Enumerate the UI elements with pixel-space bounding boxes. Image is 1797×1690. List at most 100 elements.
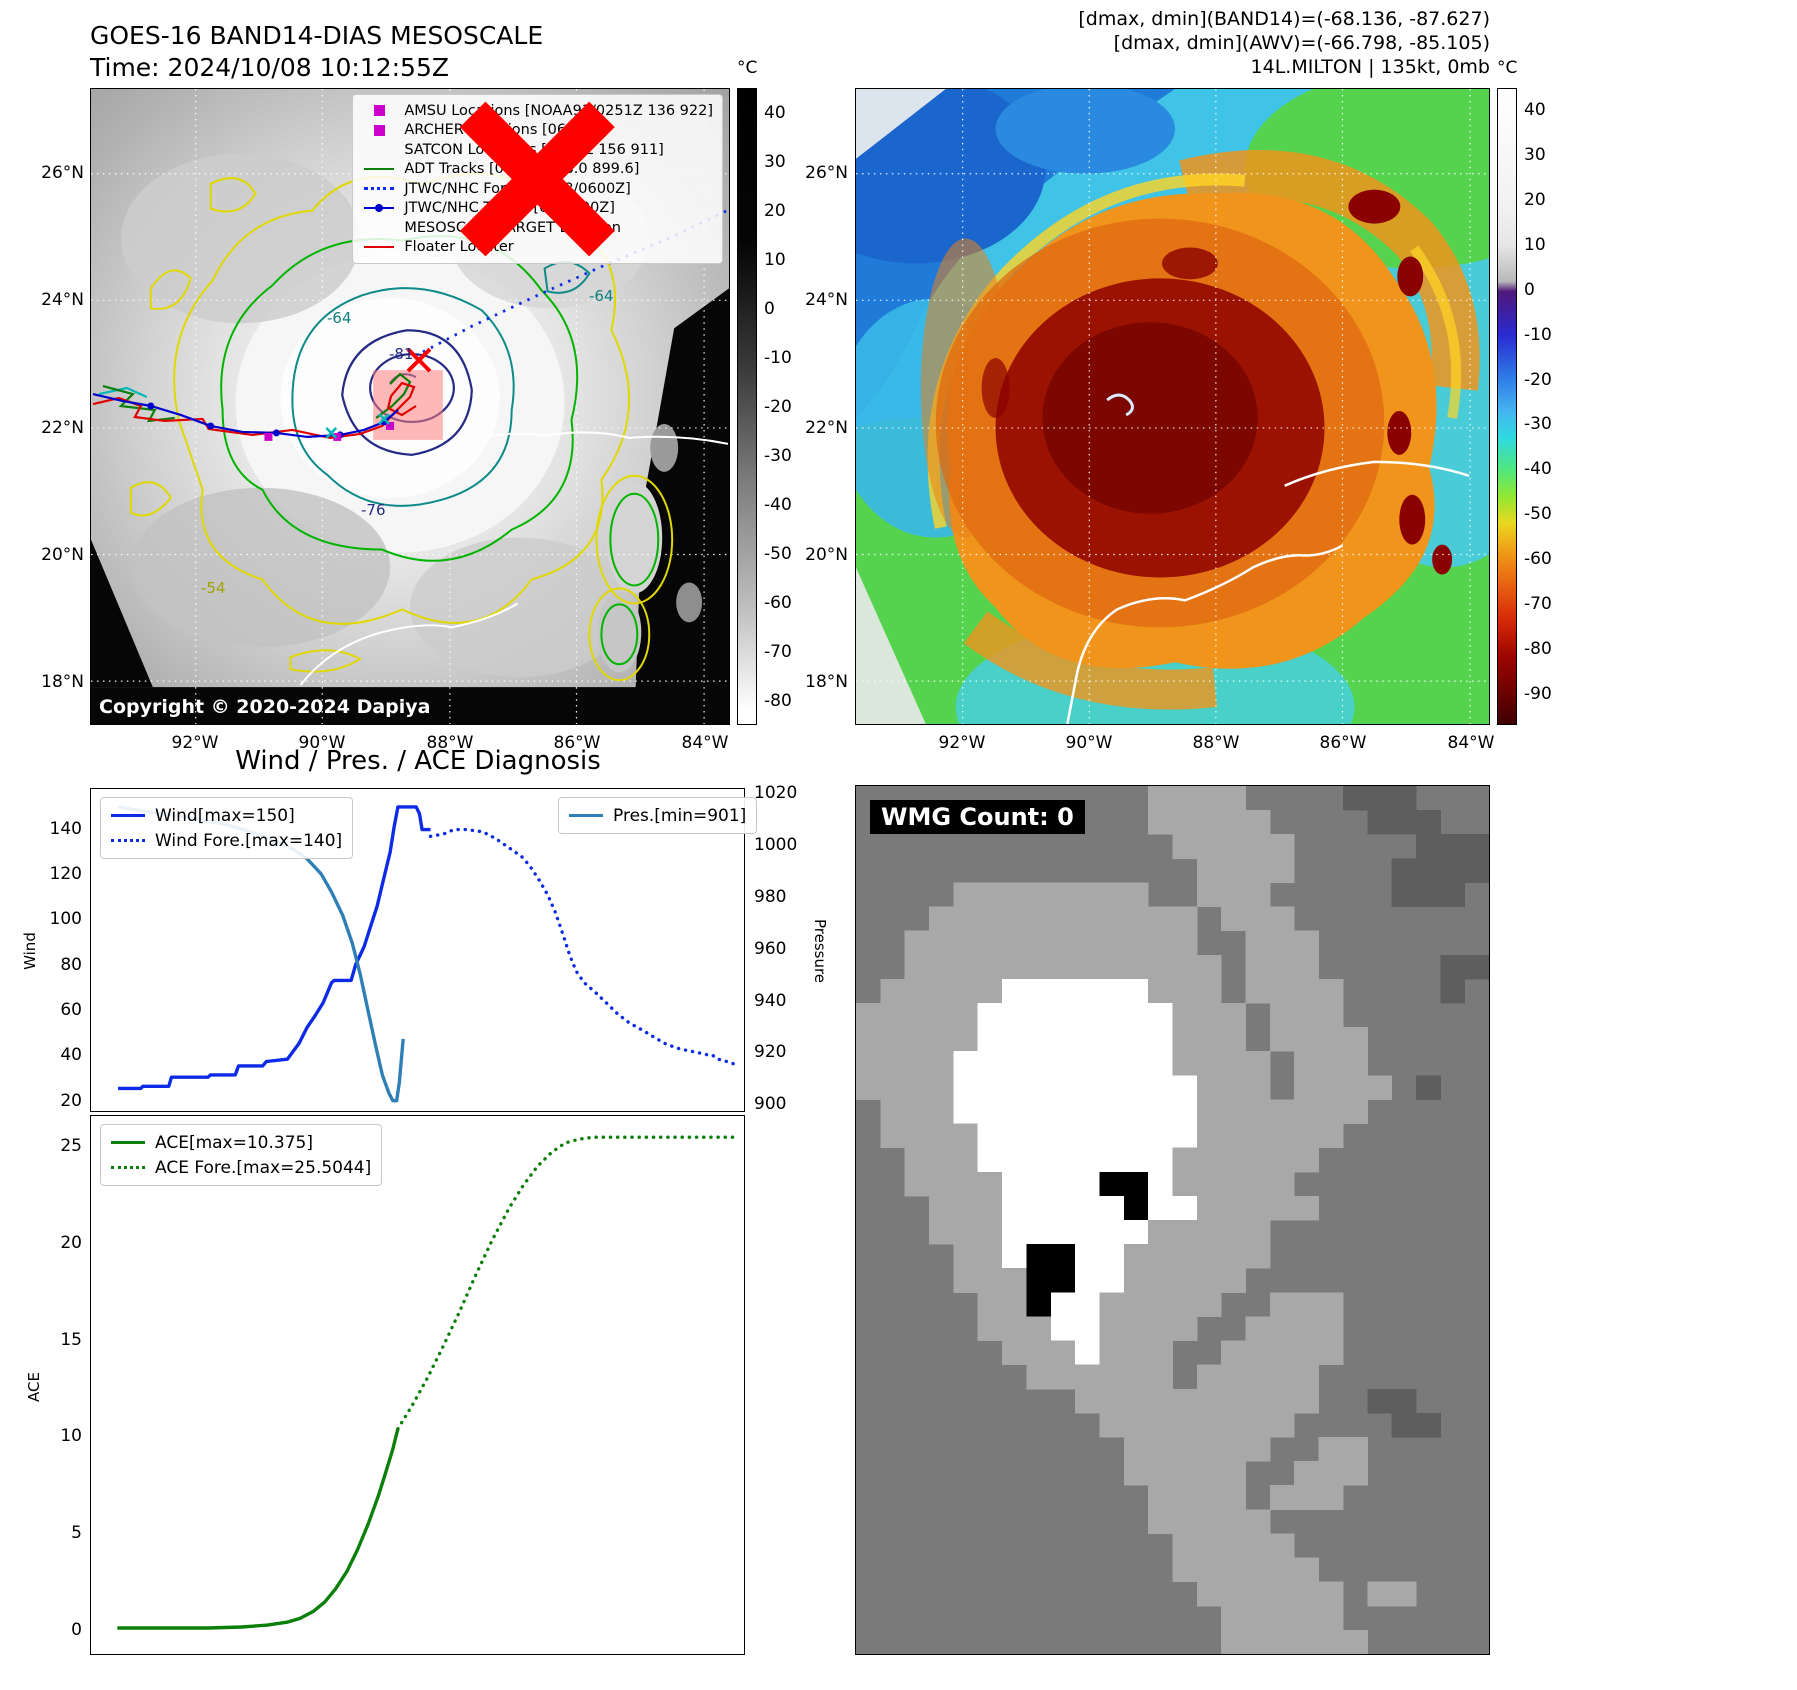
axis-tick-label: 0 (1524, 279, 1535, 300)
contour-label: -64 (589, 287, 614, 305)
wmg-panel: WMG Count: 0 (855, 785, 1490, 1655)
axis-tick-label: 10 (1524, 235, 1546, 255)
map-legend: AMSU Locations [NOAA93/0251Z 136 922] AR… (352, 94, 723, 264)
no-data-bottom (91, 687, 729, 724)
axis-tick-label: 86°W (1319, 733, 1367, 753)
axis-tick-label: 980 (754, 886, 787, 907)
axis-tick-label: 26°N (41, 163, 84, 183)
dotted-line-icon (111, 839, 145, 842)
axis-tick-label: 20 (764, 200, 786, 221)
ir-colorbar (1497, 88, 1517, 725)
legend-label: ACE[max=10.375] (155, 1132, 313, 1153)
axis-tick-label: 84°W (1447, 733, 1495, 753)
axis-tick-label: 20 (60, 1090, 82, 1111)
contour-label: -81 (389, 345, 414, 363)
axis-tick-label: 26°N (805, 163, 848, 183)
wmg-mask (856, 786, 1489, 1654)
legend-item: Pres.[min=901] (569, 803, 746, 828)
axis-tick-label: -30 (1524, 414, 1552, 435)
line-marker-icon (362, 246, 396, 249)
legend-label: Pres.[min=901] (613, 805, 747, 826)
axis-tick-label: 60 (60, 1000, 82, 1021)
axis-tick-label: -80 (764, 690, 792, 711)
hurricane-eye (1106, 393, 1134, 417)
axis-tick-label: 20 (60, 1232, 82, 1253)
contour-label: -76 (361, 501, 386, 519)
axis-tick-label: 40 (764, 102, 786, 123)
colorbar-unit-label: °C (1497, 58, 1518, 78)
wind-legend: Wind[max=150] Wind Fore.[max=140] (100, 797, 354, 859)
axis-tick-label: 90°W (298, 733, 346, 753)
axis-tick-label: 20°N (41, 545, 84, 565)
legend-label: Wind Fore.[max=140] (155, 830, 343, 851)
axis-tick-label: 88°W (1192, 733, 1240, 753)
legend-label: ACE Fore.[max=25.5044] (155, 1157, 372, 1178)
ace-axis-label: ACE (25, 1372, 43, 1402)
axis-tick-label: 1020 (754, 783, 798, 804)
axis-tick-label: 920 (754, 1042, 787, 1063)
axis-tick-label: -40 (764, 494, 792, 515)
storm-id-text: 14L.MILTON | 135kt, 0mb (1250, 55, 1490, 78)
legend-item: Wind[max=150] (111, 803, 342, 828)
axis-tick-label: -10 (764, 347, 792, 368)
colorbar-unit-label: °C (737, 58, 758, 78)
coastline (299, 431, 729, 686)
wmg-count-badge: WMG Count: 0 (870, 800, 1085, 834)
target-x-marker (406, 347, 432, 373)
axis-tick-label: 30 (764, 151, 786, 172)
jtwc-track (92, 392, 399, 439)
bw-colorbar (737, 88, 757, 725)
axis-tick-label: 10 (764, 249, 786, 270)
axis-tick-label: 20 (1524, 190, 1546, 211)
axis-tick-label: 20°N (805, 545, 848, 565)
line-marker-icon (362, 168, 396, 171)
solid-line-icon (111, 814, 145, 817)
legend-item: ACE Fore.[max=25.5044] (111, 1155, 371, 1180)
axis-tick-label: 5 (71, 1523, 82, 1544)
pressure-axis-label: Pressure (811, 918, 829, 984)
scan-edge (856, 567, 926, 724)
axis-tick-label: 80 (60, 954, 82, 975)
ace-chart (90, 1115, 745, 1655)
series-line (118, 805, 431, 1091)
coastline (1066, 460, 1470, 724)
goes-title-line2: Time: 2024/10/08 10:12:55Z (90, 53, 449, 82)
axis-tick-label: -20 (1524, 369, 1552, 390)
axis-tick-label: -30 (764, 445, 792, 466)
goes-title-line1: GOES-16 BAND14-DIAS MESOSCALE (90, 21, 544, 50)
scan-edge (856, 89, 946, 159)
axis-tick-label: 1000 (754, 835, 798, 856)
storm-tracks (92, 208, 729, 441)
axis-tick-label: -70 (764, 641, 792, 662)
axis-tick-label: 92°W (938, 733, 986, 753)
axis-tick-label: 140 (49, 818, 82, 839)
ir-satellite-map (855, 88, 1490, 725)
axis-tick-label: -90 (1524, 683, 1552, 704)
axis-tick-label: 92°W (171, 733, 219, 753)
axis-tick-label: 30 (1524, 145, 1546, 166)
axis-tick-label: 15 (60, 1329, 82, 1350)
axis-tick-label: 10 (60, 1426, 82, 1447)
temperature-contours (129, 172, 674, 682)
copyright-text: Copyright © 2020-2024 Dapiya (99, 696, 431, 718)
axis-tick-label: 22°N (41, 418, 84, 438)
axis-tick-label: -50 (764, 543, 792, 564)
ir-satellite-image (856, 89, 1489, 724)
axis-tick-label: 900 (754, 1094, 787, 1115)
dotted-line-marker-icon (362, 187, 396, 191)
axis-tick-label: -20 (764, 396, 792, 417)
axis-tick-label: -50 (1524, 504, 1552, 525)
ace-legend: ACE[max=10.375] ACE Fore.[max=25.5044] (100, 1124, 383, 1186)
axis-tick-label: 960 (754, 938, 787, 959)
axis-tick-label: 24°N (41, 290, 84, 310)
satcon-x-markers (325, 413, 390, 439)
legend-item: MESOSCALE/TARGET Location (362, 101, 713, 257)
axis-tick-label: 22°N (805, 418, 848, 438)
axis-tick-label: -70 (1524, 593, 1552, 614)
floater-track (92, 381, 417, 440)
dotted-line-icon (111, 1166, 145, 1169)
axis-tick-label: 40 (60, 1045, 82, 1066)
solid-line-icon (111, 1141, 145, 1144)
amsu-archer-markers (264, 421, 395, 441)
axis-tick-label: 88°W (426, 733, 474, 753)
